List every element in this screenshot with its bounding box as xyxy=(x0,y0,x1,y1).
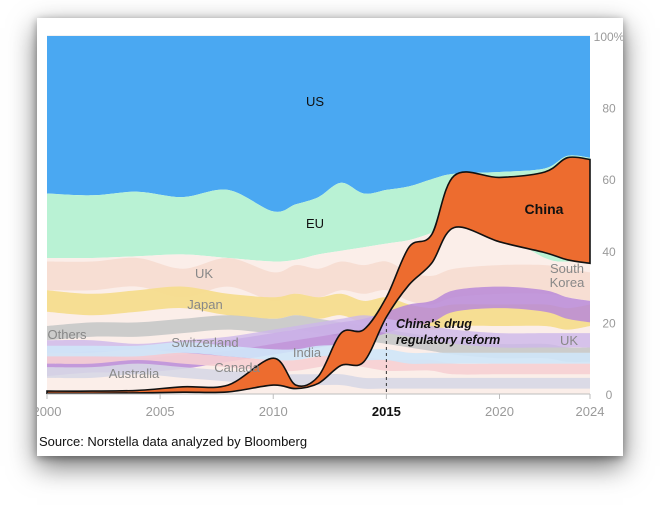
y-tick-label: 80 xyxy=(602,102,616,116)
series-label-south-korea: South Korea xyxy=(550,261,585,290)
y-tick-label: 60 xyxy=(602,173,616,187)
y-tick-label: 40 xyxy=(602,245,616,259)
series-label-china: China xyxy=(525,201,564,217)
series-label-switzerland: Switzerland xyxy=(171,335,238,350)
event-annotation: China's drug regulatory reform xyxy=(396,317,500,347)
area-china xyxy=(46,156,591,395)
area-canada xyxy=(47,349,590,375)
x-tick-label: 2024 xyxy=(576,404,605,419)
series-label-uk-left: UK xyxy=(195,266,213,281)
x-tick-label: 2020 xyxy=(485,404,514,419)
x-tick-label: 2005 xyxy=(146,404,175,419)
series-label-others: Others xyxy=(47,327,87,342)
chart-card: 0 20 40 60 80 100% 2000 2005 2010 2015 2020 2024 US E… xyxy=(37,18,623,456)
series-label-canada: Canada xyxy=(214,360,260,375)
series-label-us: US xyxy=(306,94,324,109)
series-label-japan: Japan xyxy=(187,297,222,312)
area-switzerland xyxy=(47,315,590,363)
y-tick-label: 100% xyxy=(594,30,623,44)
series-label-uk-right: UK xyxy=(560,333,578,348)
series-label-india: India xyxy=(293,345,322,360)
area-us xyxy=(47,36,590,212)
x-tick-label: 2010 xyxy=(259,404,288,419)
x-tick-label: 2015 xyxy=(372,404,401,419)
source-note: Source: Norstella data analyzed by Bloom… xyxy=(39,434,308,449)
stacked-area-chart: 0 20 40 60 80 100% 2000 2005 2010 2015 2020 2024 US E… xyxy=(37,30,623,419)
series-label-australia: Australia xyxy=(109,366,160,381)
y-tick-label: 20 xyxy=(602,316,616,330)
area-japan xyxy=(47,286,590,330)
area-others xyxy=(47,342,590,364)
y-tick-label: 0 xyxy=(606,388,613,402)
x-tick-label: 2000 xyxy=(37,404,61,419)
series-label-eu: EU xyxy=(306,216,324,231)
